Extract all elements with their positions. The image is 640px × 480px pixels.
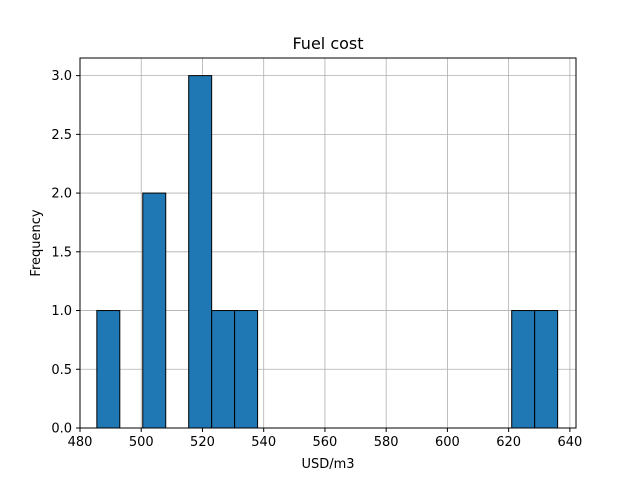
x-tick-label-8: 640: [557, 435, 582, 450]
y-tick-label-2: 1.0: [51, 304, 72, 319]
chart-title: Fuel cost: [292, 34, 363, 53]
histogram-bar-6: [534, 310, 559, 429]
y-tick-label-4: 2.0: [51, 187, 72, 202]
x-tick-label-2: 520: [190, 435, 215, 450]
y-tick-label-5: 2.5: [51, 128, 72, 143]
y-axis-label: Frequency: [29, 209, 44, 276]
histogram-bar-3: [211, 310, 236, 429]
axes-frame: [79, 57, 577, 429]
x-tick-label-7: 620: [496, 435, 521, 450]
x-axis-label: USD/m3: [301, 457, 354, 472]
ticks: 480 500 520 540 560 580 600 620 640 0.0 0.5 1.0 1.5 2…: [51, 69, 582, 450]
x-tick-label-5: 580: [374, 435, 399, 450]
x-tick-label-4: 560: [313, 435, 338, 450]
y-tick-label-0: 0.0: [51, 422, 72, 437]
y-tick-label-6: 3.0: [51, 69, 72, 84]
histogram-bar-1: [142, 192, 167, 429]
histogram-bar-4: [234, 310, 259, 429]
y-tick-label-3: 1.5: [51, 245, 72, 260]
x-tick-label-0: 480: [68, 435, 93, 450]
x-tick-label-1: 500: [129, 435, 154, 450]
histogram-bar-5: [511, 310, 536, 429]
x-tick-label-3: 540: [251, 435, 276, 450]
x-tick-label-6: 600: [435, 435, 460, 450]
histogram-bar-2: [188, 75, 213, 429]
histogram-bar-0: [96, 310, 121, 429]
y-tick-label-1: 0.5: [51, 363, 72, 378]
bars: [96, 75, 559, 429]
